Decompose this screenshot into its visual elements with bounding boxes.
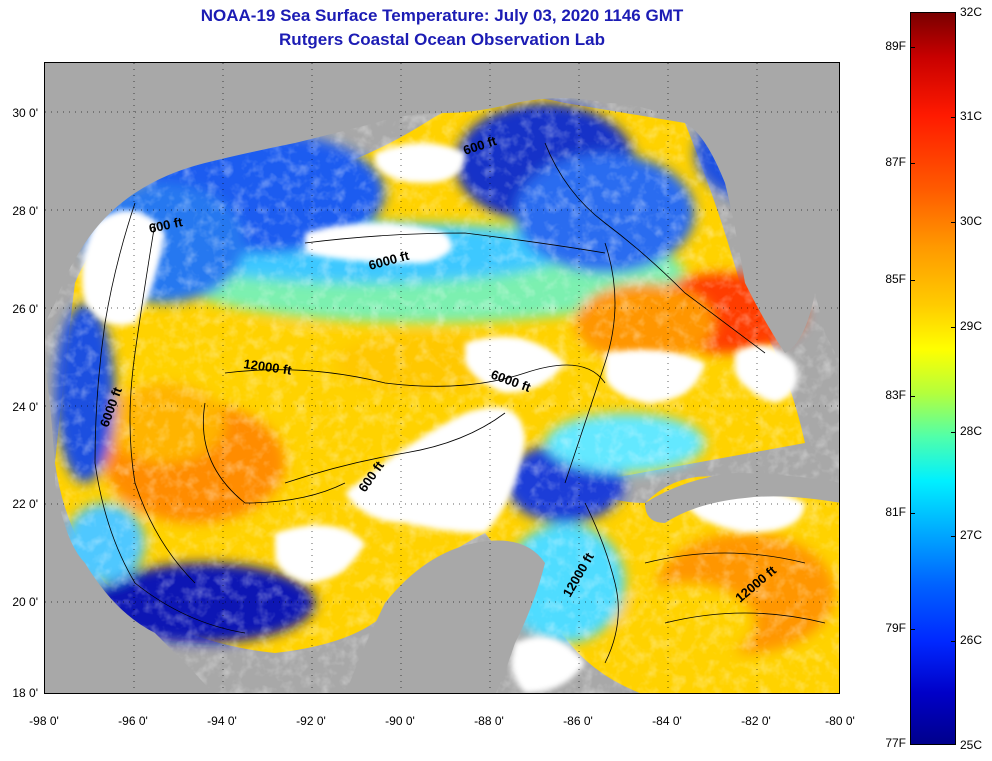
longitude-label: -88 0' [474, 714, 504, 728]
yucatan-land [345, 540, 545, 693]
colorbar-fahrenheit-label: 77F [885, 736, 906, 750]
colorbar-celsius-label: 26C [960, 633, 983, 647]
colorbar-tick [910, 396, 915, 397]
map-subtitle: Rutgers Coastal Ocean Observation Lab [279, 30, 605, 49]
latitude-label: 26 0' [12, 302, 38, 316]
colorbar-tick [910, 513, 915, 514]
latitude-label: 30 0' [12, 106, 38, 120]
colorbar-tick [951, 222, 956, 223]
temperature-colorbar [910, 12, 956, 745]
contour-label: 12000 ft [243, 356, 294, 378]
latitude-label: 24 0' [12, 400, 38, 414]
longitude-label: -84 0' [652, 714, 682, 728]
latitude-label: 22 0' [12, 497, 38, 511]
latitude-label: 18 0' [12, 686, 38, 700]
colorbar-celsius-label: 29C [960, 319, 983, 333]
colorbar-tick [910, 163, 915, 164]
colorbar-fahrenheit-label: 81F [885, 505, 906, 519]
longitude-label: -82 0' [741, 714, 771, 728]
colorbar-tick [951, 432, 956, 433]
colorbar-tick [910, 47, 915, 48]
contour-label: 600 ft [148, 214, 185, 236]
colorbar-celsius-label: 25C [960, 738, 983, 752]
colorbar-tick [951, 536, 956, 537]
colorbar-tick [910, 629, 915, 630]
colorbar-tick [951, 117, 956, 118]
colorbar-fahrenheit-label: 79F [885, 621, 906, 635]
latitude-label: 20 0' [12, 595, 38, 609]
longitude-label: -92 0' [296, 714, 326, 728]
longitude-label: -98 0' [29, 714, 59, 728]
colorbar-tick [951, 327, 956, 328]
mexico-land [45, 363, 214, 693]
colorbar-tick [910, 280, 915, 281]
colorbar-fahrenheit-label: 89F [885, 39, 906, 53]
longitude-label: -96 0' [118, 714, 148, 728]
longitude-label: -90 0' [385, 714, 415, 728]
longitude-label: -86 0' [563, 714, 593, 728]
colorbar-celsius-label: 32C [960, 5, 983, 19]
latitude-label: 28 0' [12, 204, 38, 218]
florida-land [775, 63, 839, 360]
colorbar-celsius-label: 28C [960, 424, 983, 438]
colorbar-fahrenheit-label: 83F [885, 388, 906, 402]
longitude-label: -80 0' [825, 714, 855, 728]
map-title: NOAA-19 Sea Surface Temperature: July 03… [200, 6, 684, 25]
colorbar-celsius-label: 27C [960, 528, 983, 542]
land-masses [45, 63, 839, 693]
sst-map-canvas: 600 ft 600 ft 6000 ft 12000 ft 6000 ft 6… [45, 63, 839, 693]
bathymetry-contours [94, 142, 826, 664]
graticule [45, 63, 839, 693]
colorbar-tick [951, 641, 956, 642]
sst-map: 600 ft 600 ft 6000 ft 12000 ft 6000 ft 6… [44, 62, 840, 694]
colorbar-celsius-label: 31C [960, 109, 983, 123]
colorbar-fahrenheit-label: 87F [885, 155, 906, 169]
cuba-land [645, 473, 839, 523]
colorbar-fahrenheit-label: 85F [885, 272, 906, 286]
colorbar-celsius-label: 30C [960, 214, 983, 228]
us-gulf-coast-land [45, 63, 839, 353]
longitude-label: -94 0' [207, 714, 237, 728]
